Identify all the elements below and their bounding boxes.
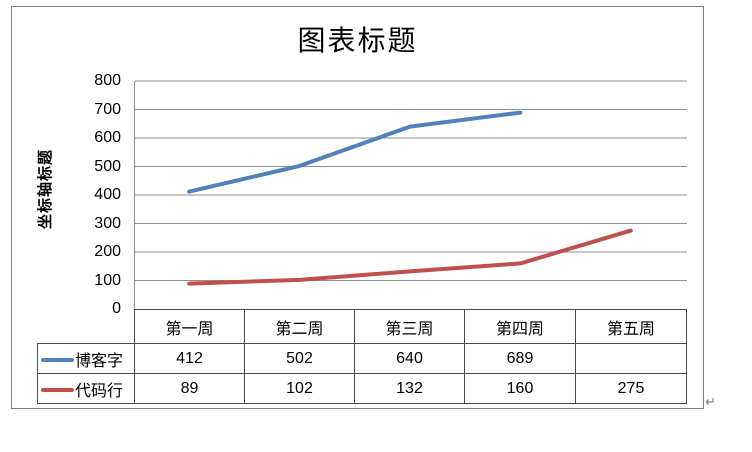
series-row-1: 代码行 89 102 132 160 275 — [37, 373, 687, 404]
value-cell: 132 — [354, 373, 465, 404]
series-line-0 — [187, 110, 523, 194]
plot-area — [134, 80, 687, 309]
value-cell: 689 — [464, 343, 576, 374]
series-name: 代码行 — [75, 382, 124, 400]
series-name: 博客字 — [75, 352, 124, 370]
chart-object-frame[interactable]: 图表标题 坐标轴标题 800 700 600 500 400 300 200 100 0 第一周… — [11, 6, 704, 409]
value-cell: 275 — [575, 373, 687, 404]
y-tick-label: 500 — [94, 157, 121, 175]
data-table: 第一周 第二周 第三周 第四周 第五周博客字 412 502 640 689 代码行 89 102 13… — [37, 309, 687, 404]
y-tick-label: 600 — [94, 129, 121, 146]
legend-line-marker — [41, 388, 74, 393]
value-cell: 160 — [464, 373, 576, 404]
legend-cell: 代码行 — [37, 373, 135, 404]
value-cell — [575, 343, 687, 374]
value-cell: 102 — [244, 373, 355, 404]
value-cell: 640 — [354, 343, 465, 374]
table-corner-blank — [38, 310, 135, 344]
series-row-0: 博客字 412 502 640 689 — [37, 343, 687, 374]
chart-title: 图表标题 — [297, 26, 418, 57]
value-cell: 412 — [134, 343, 245, 374]
category-header-cell: 第二周 — [244, 309, 355, 344]
value-cell: 502 — [244, 343, 355, 374]
category-header-cell: 第五周 — [575, 309, 687, 344]
y-tick-label: 800 — [94, 72, 121, 89]
paragraph-return-mark: ↵ — [705, 394, 716, 409]
category-header-row: 第一周 第二周 第三周 第四周 第五周 — [38, 309, 687, 344]
y-tick-label: 300 — [94, 214, 121, 232]
y-tick-label: 400 — [94, 186, 121, 203]
y-tick-label: 700 — [94, 100, 121, 118]
y-tick-label: 0 — [112, 300, 121, 317]
legend-cell: 博客字 — [37, 343, 135, 374]
value-cell: 89 — [134, 373, 245, 404]
series-line-1 — [187, 228, 633, 286]
y-tick-label: 200 — [94, 243, 121, 260]
y-axis-title: 坐标轴标题 — [37, 149, 54, 230]
category-header-cell: 第三周 — [354, 309, 465, 344]
legend-line-marker — [41, 358, 74, 363]
y-tick-label: 100 — [94, 271, 121, 289]
category-header-cell: 第一周 — [134, 309, 245, 344]
category-header-cell: 第四周 — [464, 309, 576, 344]
